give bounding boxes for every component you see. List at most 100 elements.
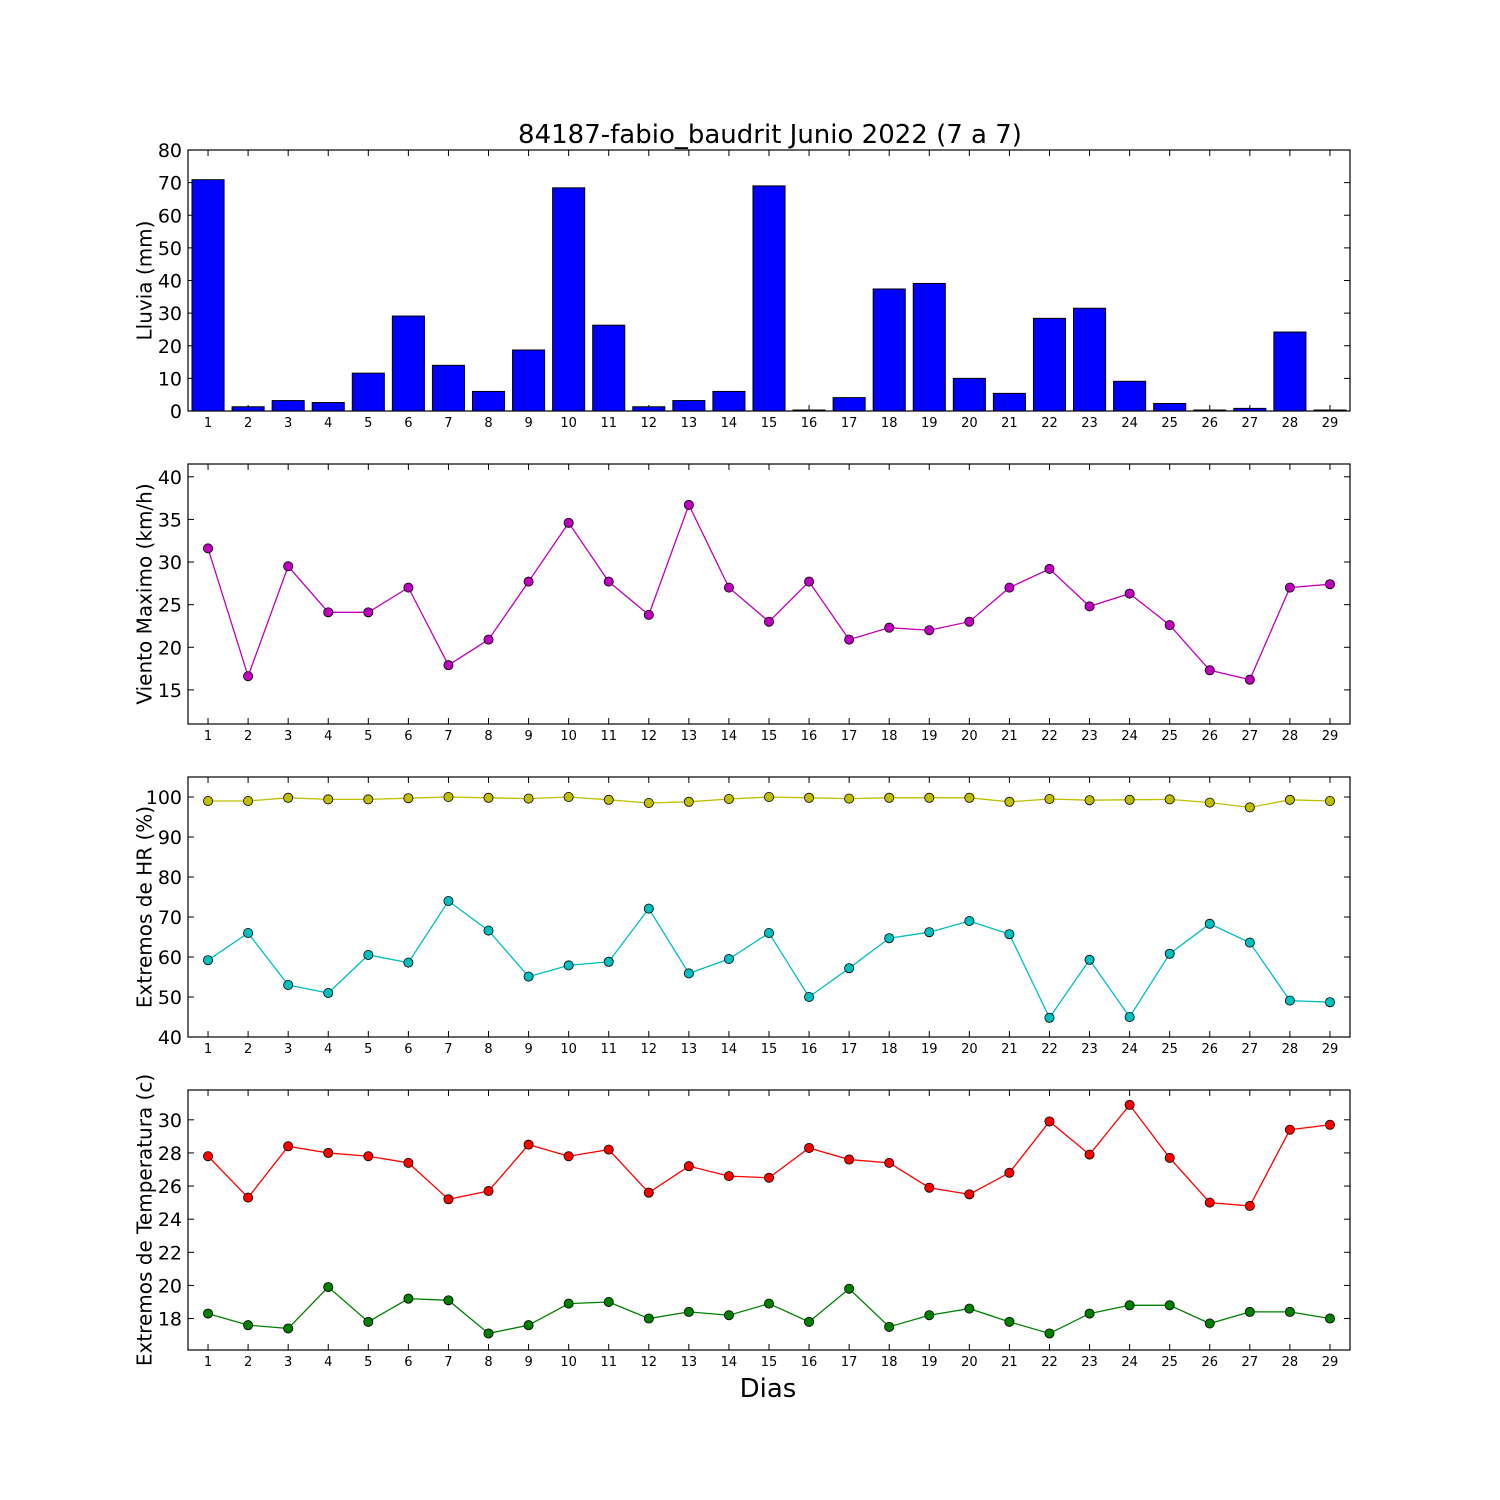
x-tick-label: 29 bbox=[1322, 729, 1339, 744]
data-point bbox=[683, 499, 694, 510]
data-point bbox=[443, 1295, 454, 1306]
data-point bbox=[924, 625, 935, 636]
bar bbox=[912, 282, 946, 412]
data-point bbox=[764, 928, 775, 939]
x-tick-label: 4 bbox=[324, 729, 332, 744]
x-tick-label: 18 bbox=[881, 416, 898, 431]
x-tick-label: 26 bbox=[1201, 729, 1218, 744]
data-point bbox=[924, 927, 935, 938]
bar bbox=[712, 390, 746, 412]
data-point bbox=[964, 1189, 975, 1200]
data-point bbox=[363, 1151, 374, 1162]
x-tick-label: 13 bbox=[681, 416, 698, 431]
data-point bbox=[363, 607, 374, 618]
x-tick-label: 6 bbox=[404, 1355, 412, 1370]
data-point bbox=[483, 1328, 494, 1339]
x-tick-label: 19 bbox=[921, 1355, 938, 1370]
x-tick-label: 16 bbox=[801, 416, 818, 431]
data-point bbox=[283, 980, 294, 991]
data-point bbox=[804, 792, 815, 803]
x-tick-label: 5 bbox=[364, 1042, 372, 1057]
data-point bbox=[403, 1157, 414, 1168]
data-point bbox=[1164, 794, 1175, 805]
x-tick-label: 4 bbox=[324, 1355, 332, 1370]
data-point bbox=[1284, 582, 1295, 593]
x-tick-label: 23 bbox=[1081, 1042, 1098, 1057]
data-point bbox=[924, 792, 935, 803]
bar bbox=[391, 315, 425, 412]
x-tick-label: 21 bbox=[1001, 1042, 1018, 1057]
bar bbox=[632, 406, 666, 412]
data-point bbox=[403, 957, 414, 968]
data-point bbox=[1324, 997, 1335, 1008]
y-tick-label: 50 bbox=[158, 238, 182, 260]
y-tick-label: 40 bbox=[158, 467, 182, 489]
data-point bbox=[523, 793, 534, 804]
x-tick-label: 1 bbox=[204, 1042, 212, 1057]
x-tick-label: 27 bbox=[1242, 416, 1259, 431]
data-point bbox=[1044, 1328, 1055, 1339]
data-point bbox=[323, 988, 334, 999]
x-tick-label: 18 bbox=[881, 1042, 898, 1057]
x-tick-label: 15 bbox=[761, 1355, 778, 1370]
bar bbox=[471, 390, 506, 412]
x-tick-label: 22 bbox=[1041, 1355, 1058, 1370]
x-tick-label: 12 bbox=[641, 1042, 658, 1057]
data-point bbox=[804, 1142, 815, 1153]
data-point bbox=[884, 1321, 895, 1332]
y-tick-label: 30 bbox=[158, 552, 182, 574]
y-tick-label: 90 bbox=[158, 827, 182, 849]
data-point bbox=[563, 517, 574, 528]
x-tick-label: 8 bbox=[484, 416, 492, 431]
y-tick-label: 70 bbox=[158, 173, 182, 195]
x-tick-label: 17 bbox=[841, 729, 858, 744]
data-point bbox=[964, 916, 975, 927]
x-tick-label: 5 bbox=[364, 1355, 372, 1370]
bar bbox=[351, 372, 385, 412]
data-point bbox=[884, 622, 895, 633]
bar bbox=[952, 377, 986, 412]
data-point bbox=[1244, 674, 1255, 685]
data-point bbox=[804, 576, 815, 587]
x-tick-label: 15 bbox=[761, 1042, 778, 1057]
y-tick-label: 22 bbox=[158, 1242, 182, 1264]
data-point bbox=[483, 925, 494, 936]
x-tick-label: 10 bbox=[560, 729, 577, 744]
data-point bbox=[283, 561, 294, 572]
data-point bbox=[1164, 1300, 1175, 1311]
y-tick-label: 50 bbox=[158, 987, 182, 1009]
x-tick-label: 26 bbox=[1201, 1355, 1218, 1370]
bar bbox=[271, 400, 305, 412]
x-tick-label: 11 bbox=[600, 416, 617, 431]
data-point bbox=[603, 956, 614, 967]
data-point bbox=[563, 1298, 574, 1309]
x-tick-label: 3 bbox=[284, 1355, 292, 1370]
x-tick-label: 9 bbox=[524, 1355, 532, 1370]
data-point bbox=[1244, 802, 1255, 813]
data-point bbox=[563, 960, 574, 971]
data-point bbox=[1244, 937, 1255, 948]
bar bbox=[191, 179, 225, 412]
x-tick-label: 7 bbox=[444, 729, 452, 744]
x-tick-label: 6 bbox=[404, 416, 412, 431]
y-tick-label: 20 bbox=[158, 1275, 182, 1297]
data-point bbox=[1284, 1306, 1295, 1317]
bar bbox=[1193, 409, 1227, 412]
data-point bbox=[243, 1320, 254, 1331]
data-point bbox=[844, 793, 855, 804]
x-tick-label: 25 bbox=[1161, 729, 1178, 744]
data-point bbox=[1004, 1316, 1015, 1327]
x-tick-label: 8 bbox=[484, 729, 492, 744]
x-tick-label: 6 bbox=[404, 1042, 412, 1057]
data-point bbox=[243, 671, 254, 682]
data-point bbox=[884, 933, 895, 944]
y-tick-label: 10 bbox=[158, 368, 182, 390]
x-tick-label: 28 bbox=[1282, 729, 1299, 744]
data-point bbox=[1244, 1200, 1255, 1211]
data-point bbox=[203, 796, 214, 807]
data-point bbox=[403, 1293, 414, 1304]
bar bbox=[431, 364, 465, 412]
data-point bbox=[1044, 794, 1055, 805]
data-point bbox=[1324, 1119, 1335, 1130]
